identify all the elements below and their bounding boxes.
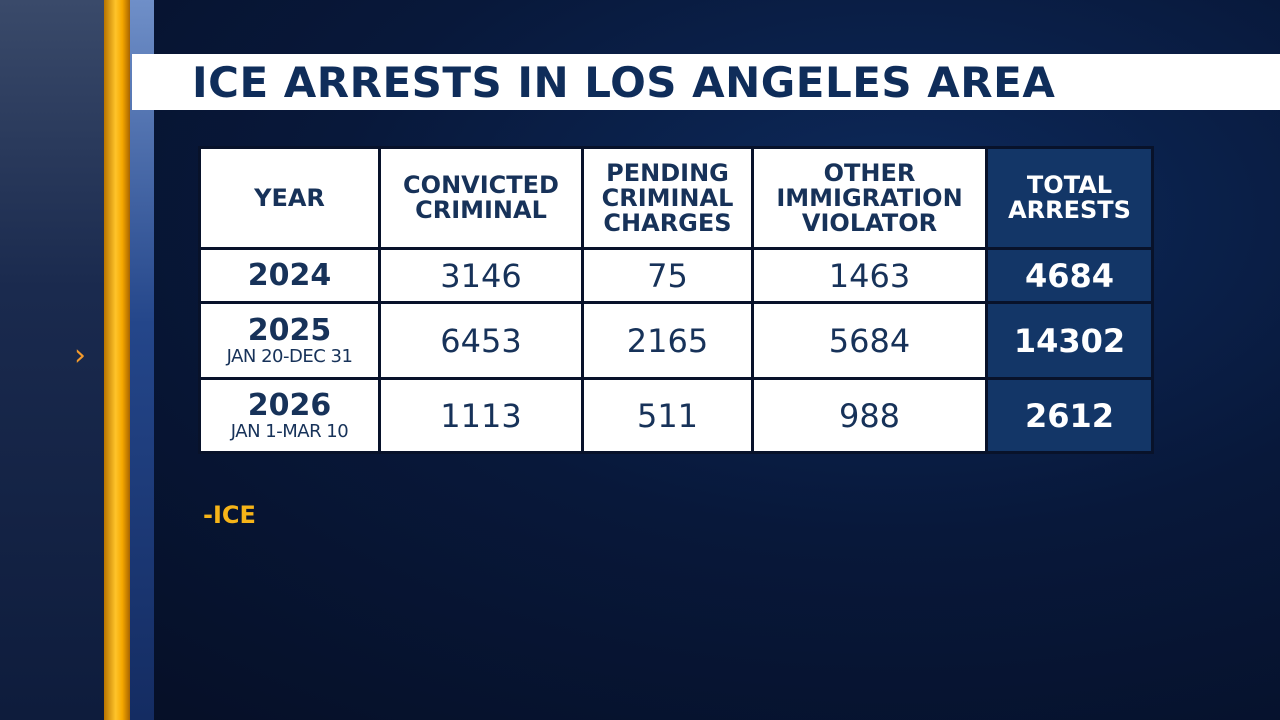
convicted-criminal-cell: 6453 (378, 301, 584, 380)
year-cell: 2025 JAN 20-DEC 31 (198, 301, 381, 380)
table-row: 2025 JAN 20-DEC 31 6453 2165 5684 14302 (198, 301, 1154, 380)
page-title: ICE ARRESTS IN LOS ANGELES AREA (192, 58, 1056, 107)
header-text: TOTAL ARRESTS (1008, 171, 1131, 224)
source-credit: -ICE (203, 501, 256, 529)
header-pending-criminal-charges: PENDING CRIMINAL CHARGES (581, 146, 754, 250)
total-arrests-cell: 14302 (985, 301, 1154, 380)
year-period: JAN 20-DEC 31 (226, 345, 353, 367)
year-period: JAN 1-MAR 10 (230, 420, 349, 442)
pending-criminal-charges-cell: 511 (581, 377, 754, 454)
year-label: 2026 (247, 387, 332, 423)
year-cell: 2024 (198, 247, 381, 304)
cell-value: 2612 (1024, 396, 1115, 435)
cell-value: 4684 (1024, 256, 1115, 295)
pending-criminal-charges-cell: 2165 (581, 301, 754, 380)
cell-value: 14302 (1013, 321, 1126, 360)
arrests-table: YEAR CONVICTED CRIMINAL PENDING CRIMINAL… (198, 146, 1154, 454)
left-side-panel (0, 0, 104, 720)
cell-value: 1113 (440, 396, 522, 435)
cell-value: 3146 (440, 256, 522, 295)
chevron-right-icon: › (74, 338, 86, 373)
other-immigration-violator-cell: 988 (751, 377, 988, 454)
cell-value: 988 (838, 396, 901, 435)
blue-accent-strip (130, 0, 154, 720)
table-header-row: YEAR CONVICTED CRIMINAL PENDING CRIMINAL… (198, 146, 1154, 250)
other-immigration-violator-cell: 5684 (751, 301, 988, 380)
cell-value: 2165 (626, 321, 709, 360)
total-arrests-cell: 2612 (985, 377, 1154, 454)
header-convicted-criminal: CONVICTED CRIMINAL (378, 146, 584, 250)
year-cell: 2026 JAN 1-MAR 10 (198, 377, 381, 454)
year-label: 2025 (247, 312, 332, 348)
total-arrests-cell: 4684 (985, 247, 1154, 304)
convicted-criminal-cell: 1113 (378, 377, 584, 454)
table-row: 2024 3146 75 1463 4684 (198, 247, 1154, 304)
year-label: 2024 (247, 257, 332, 293)
gold-accent-bar (104, 0, 130, 720)
cell-value: 6453 (440, 321, 522, 360)
cell-value: 1463 (828, 256, 911, 295)
table-row: 2026 JAN 1-MAR 10 1113 511 988 2612 (198, 377, 1154, 454)
title-band: ICE ARRESTS IN LOS ANGELES AREA (132, 54, 1280, 110)
other-immigration-violator-cell: 1463 (751, 247, 988, 304)
header-total-arrests: TOTAL ARRESTS (985, 146, 1154, 250)
pending-criminal-charges-cell: 75 (581, 247, 754, 304)
header-year: YEAR (198, 146, 381, 250)
header-text: CONVICTED CRIMINAL (403, 171, 559, 224)
cell-value: 5684 (828, 321, 911, 360)
cell-value: 75 (647, 256, 688, 295)
header-text: PENDING CRIMINAL CHARGES (601, 158, 734, 237)
header-text: OTHER IMMIGRATION VIOLATOR (776, 158, 963, 237)
header-other-immigration-violator: OTHER IMMIGRATION VIOLATOR (751, 146, 988, 250)
cell-value: 511 (636, 396, 699, 435)
convicted-criminal-cell: 3146 (378, 247, 584, 304)
